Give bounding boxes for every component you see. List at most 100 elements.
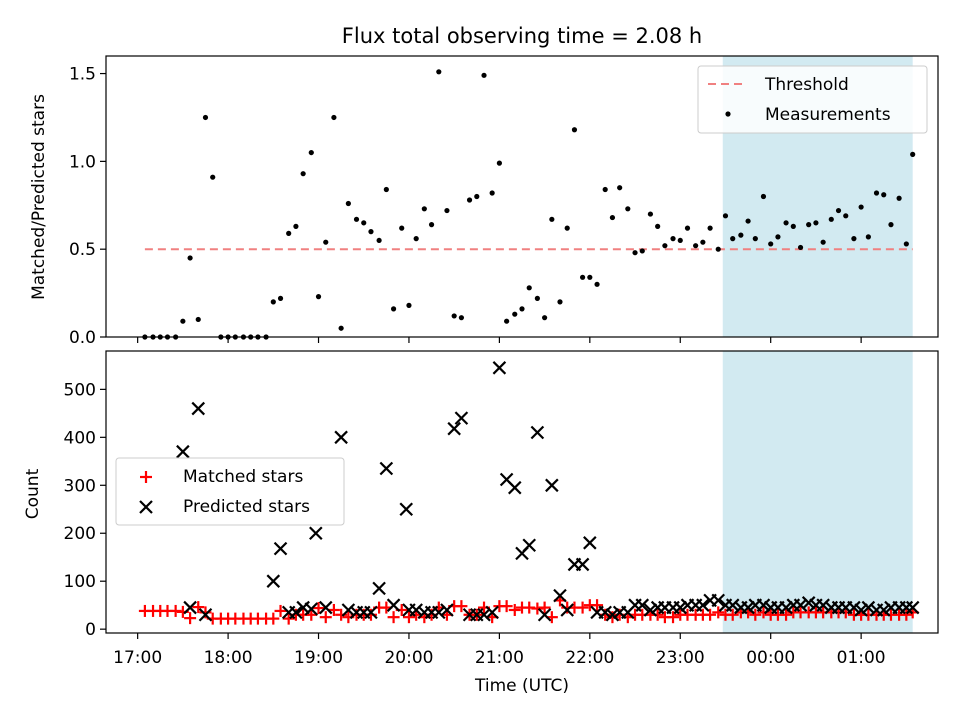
measurement-point [270, 299, 276, 305]
measurement-point [783, 220, 789, 226]
x-tick-label: 18:00 [204, 648, 253, 668]
measurement-point [368, 229, 374, 235]
predicted-star-marker [816, 598, 830, 612]
measurement-point [308, 149, 314, 156]
count-panel: 0 100 200 300 400 500 17:00 18:00 19:00 20:00 21:… [23, 350, 939, 696]
measurement-point [639, 248, 645, 254]
predicted-star-markers [176, 361, 920, 622]
y-tick-label: 200 [64, 524, 96, 544]
measurement-point [315, 294, 322, 300]
matched-star-marker [651, 608, 664, 621]
predicted-star-marker [318, 600, 333, 615]
measurement-point [700, 239, 706, 245]
x-tick-label: 22:00 [565, 648, 614, 668]
measurement-point [406, 302, 412, 308]
matched-star-marker [726, 608, 739, 621]
observing-window-shade [722, 351, 913, 633]
measurement-point [390, 306, 397, 312]
predicted-star-marker [492, 361, 507, 375]
measurement-point [745, 218, 751, 224]
measurement-point [421, 206, 427, 212]
matched-star-marker [199, 606, 212, 619]
predicted-star-marker [756, 598, 771, 612]
measurement-point [828, 216, 834, 222]
predicted-star-marker [905, 600, 920, 615]
x-tick-label: 01:00 [837, 648, 886, 668]
matched-star-marker [455, 600, 468, 613]
y-tick-label: 1.5 [69, 65, 96, 85]
measurement-point [202, 114, 209, 121]
measurement-point [820, 239, 826, 245]
count-y-axis-label: Count [23, 468, 43, 519]
y-tick-label: 400 [64, 428, 96, 448]
predicted-star-marker [854, 603, 868, 617]
x-tick-label: 20:00 [384, 648, 433, 668]
measurement-point [526, 285, 532, 291]
measurement-point [383, 186, 389, 193]
predicted-star-marker [399, 502, 414, 517]
measurement-point [376, 237, 382, 244]
measurement-point [632, 250, 638, 256]
predicted-star-marker [779, 600, 793, 615]
predicted-star-marker [530, 425, 545, 440]
count-legend: Matched stars Predicted stars [115, 457, 345, 526]
measurement-point [813, 220, 819, 226]
predicted-star-marker [198, 607, 213, 622]
predicted-star-marker [432, 605, 446, 620]
matched-star-marker [538, 601, 551, 614]
predicted-star-marker [273, 541, 288, 556]
x-tick-label: 21:00 [475, 648, 524, 668]
legend-matched-label: Matched stars [183, 467, 303, 487]
measurement-point [534, 295, 540, 301]
measurement-point [353, 216, 360, 222]
measurement-point [458, 315, 465, 321]
measurement-point [775, 234, 781, 240]
measurement-point [413, 236, 419, 242]
measurement-point [504, 318, 510, 324]
measurement-point [655, 223, 661, 229]
ratio-legend: Threshold Measurements [697, 65, 928, 134]
matched-star-marker [591, 599, 604, 612]
predicted-star-marker [183, 600, 197, 615]
measurement-point [835, 207, 842, 214]
predicted-star-marker [386, 598, 401, 612]
measurement-point [752, 236, 758, 242]
measurement-point [843, 213, 849, 219]
measurement-point [738, 232, 744, 238]
measurement-point [361, 220, 367, 226]
matched-star-marker [667, 611, 680, 624]
x-tick-label: 19:00 [294, 648, 343, 668]
measurement-point [851, 236, 857, 242]
measurement-point [444, 207, 450, 214]
ratio-legend-box [697, 65, 928, 134]
measurement-point [466, 197, 473, 203]
predicted-star-marker [847, 600, 861, 615]
measurement-point [489, 190, 495, 196]
measurement-point [881, 192, 887, 198]
ratio-y-axis-label: Matched/Predicted stars [29, 94, 49, 300]
measurement-point [481, 72, 487, 78]
measurement-point [331, 114, 337, 121]
predicted-star-marker [605, 607, 620, 622]
predicted-star-marker [522, 538, 537, 553]
measurement-point [670, 236, 676, 242]
measurement-point [730, 236, 736, 242]
predicted-star-marker [477, 607, 491, 622]
matched-star-marker [500, 600, 513, 613]
predicted-star-marker [176, 444, 190, 459]
matched-star-marker [192, 601, 205, 614]
x-tick-label: 00:00 [746, 648, 795, 668]
legend-predicted-label: Predicted stars [183, 497, 310, 517]
measurement-point [609, 214, 616, 221]
measurement-point [496, 160, 502, 166]
x-tick-label: 23:00 [656, 648, 705, 668]
matched-star-marker [757, 606, 770, 619]
measurement-point [564, 225, 570, 231]
matched-star-marker [387, 611, 400, 624]
measurement-point [684, 225, 691, 231]
matched-star-marker [335, 608, 348, 621]
predicted-star-marker [861, 600, 876, 615]
measurement-point [587, 274, 593, 280]
measurement-point [760, 193, 767, 200]
measurement-point [768, 241, 774, 247]
